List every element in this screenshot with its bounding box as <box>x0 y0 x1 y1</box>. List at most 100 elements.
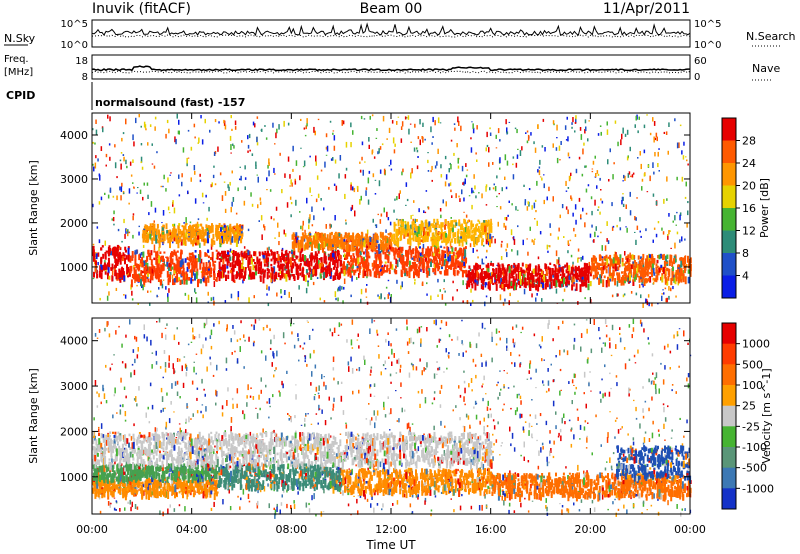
band-cell <box>438 224 441 229</box>
scatter-cell <box>287 122 290 126</box>
band-cell <box>437 246 440 252</box>
band-cell <box>159 273 162 278</box>
scatter-cell <box>212 256 214 262</box>
scatter-cell <box>534 218 536 220</box>
band-cell <box>151 264 154 269</box>
band-cell <box>682 257 684 264</box>
band-cell <box>473 227 476 235</box>
scatter-cell <box>97 262 99 266</box>
scatter-cell <box>480 353 483 357</box>
band-cell <box>197 224 200 227</box>
scatter-cell <box>459 198 461 202</box>
scatter-cell <box>187 129 190 132</box>
scatter-cell <box>546 244 549 250</box>
scatter-cell <box>410 172 412 179</box>
band-cell <box>182 267 185 275</box>
band-cell <box>377 257 380 261</box>
band-cell <box>507 283 509 289</box>
band-cell <box>289 257 292 265</box>
scatter-cell <box>534 147 537 153</box>
band-cell <box>477 234 480 242</box>
scatter-cell <box>586 470 588 474</box>
band-cell <box>117 245 120 249</box>
band-cell <box>320 269 323 273</box>
band-cell <box>475 237 478 246</box>
band-cell <box>264 250 267 256</box>
band-cell <box>222 234 225 237</box>
band-cell <box>537 272 540 275</box>
scatter-cell <box>485 204 488 206</box>
band-cell <box>194 273 196 281</box>
scatter-cell <box>665 131 668 135</box>
nave-trace <box>91 70 691 74</box>
scatter-cell <box>257 204 259 209</box>
band-cell <box>224 254 227 258</box>
band-cell <box>119 258 122 265</box>
band-cell <box>407 238 410 244</box>
scatter-cell <box>506 160 509 166</box>
band-cell <box>213 273 216 278</box>
scatter-cell <box>400 285 402 290</box>
band-cell <box>597 271 599 275</box>
scatter-cell <box>340 323 343 326</box>
scatter-cell <box>320 266 322 271</box>
scatter-cell <box>609 148 611 153</box>
scatter-cell <box>450 139 453 142</box>
band-cell <box>564 264 567 268</box>
scatter-cell <box>620 139 622 146</box>
band-cell <box>335 233 338 237</box>
scatter-cell <box>302 166 305 168</box>
band-cell <box>468 272 471 279</box>
band-cell <box>334 272 337 280</box>
scatter-cell <box>97 158 99 162</box>
scatter-cell <box>567 240 569 245</box>
scatter-cell <box>127 230 129 237</box>
band-cell <box>374 264 377 268</box>
band-cell <box>220 227 222 232</box>
scatter-cell <box>140 125 142 128</box>
scatter-cell <box>666 176 668 182</box>
scatter-cell <box>472 190 474 193</box>
band-cell <box>213 270 216 276</box>
band-cell <box>236 223 239 228</box>
colorbar-segment <box>722 140 736 164</box>
scatter-cell <box>444 155 447 160</box>
scatter-cell <box>511 249 513 252</box>
band-cell <box>356 265 359 272</box>
scatter-cell <box>173 207 176 214</box>
band-cell <box>429 258 432 262</box>
band-cell <box>642 276 645 280</box>
band-cell <box>441 240 444 244</box>
band-cell <box>231 273 234 281</box>
band-cell <box>446 246 449 254</box>
band-cell <box>638 269 641 273</box>
scatter-cell <box>588 120 590 122</box>
band-cell <box>523 281 526 288</box>
band-cell <box>231 236 234 243</box>
band-cell <box>317 249 320 254</box>
scatter-cell <box>200 115 202 119</box>
band-cell <box>637 263 640 271</box>
scatter-cell <box>368 170 371 174</box>
band-cell <box>553 279 555 285</box>
band-cell <box>473 239 476 247</box>
band-cell <box>550 281 553 289</box>
scatter-cell <box>398 193 400 199</box>
scatter-cell <box>309 214 311 220</box>
scatter-cell <box>619 258 621 264</box>
band-cell <box>363 244 366 248</box>
scatter-cell <box>571 126 573 129</box>
scatter-cell <box>127 501 129 504</box>
scatter-cell <box>584 222 586 228</box>
band-cell <box>266 251 269 254</box>
scatter-cell <box>374 193 377 195</box>
scatter-cell <box>522 239 524 246</box>
band-cell <box>394 247 397 255</box>
band-cell <box>607 256 610 259</box>
scatter-cell <box>273 488 275 492</box>
band-cell <box>181 230 184 234</box>
band-cell <box>291 273 294 277</box>
scatter-cell <box>629 191 631 197</box>
band-cell <box>353 243 356 251</box>
scatter-cell <box>541 177 543 181</box>
